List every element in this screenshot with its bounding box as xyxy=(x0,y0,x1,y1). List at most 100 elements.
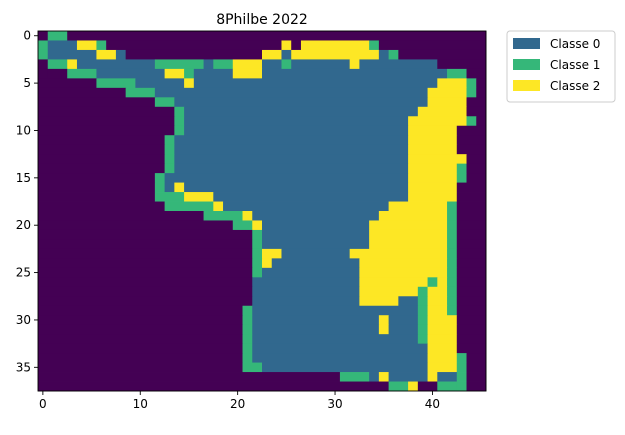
heatmap-cell-run xyxy=(96,40,107,51)
heatmap-cell-run xyxy=(456,381,467,392)
heatmap-cell-run xyxy=(252,258,263,269)
heatmap-cell-run xyxy=(125,49,263,60)
y-tick-label: 30 xyxy=(16,313,31,327)
heatmap-cell-run xyxy=(447,267,458,278)
heatmap-cell-run xyxy=(193,68,234,79)
heatmap-cell-run xyxy=(408,381,419,392)
chart-title: 8Philbe 2022 xyxy=(216,12,308,28)
heatmap-cell-run xyxy=(447,296,458,307)
heatmap-cell-run xyxy=(466,353,487,363)
heatmap-cell-run xyxy=(38,305,243,316)
heatmap-cell-run xyxy=(447,211,458,221)
heatmap-cell-run xyxy=(427,296,448,307)
y-tick-label: 15 xyxy=(16,171,31,185)
heatmap-cell-run xyxy=(466,97,487,108)
heatmap-cell-run xyxy=(67,31,487,41)
heatmap-cell-run xyxy=(262,362,428,373)
heatmap-cell-run xyxy=(252,324,380,335)
heatmap-cell-run xyxy=(154,192,185,202)
heatmap-cell-run xyxy=(174,144,409,155)
y-tick-label: 5 xyxy=(23,76,31,90)
heatmap-cell-run xyxy=(388,315,419,326)
heatmap-cell-run xyxy=(193,78,438,89)
heatmap-cell-run xyxy=(38,267,253,278)
heatmap-cell-run xyxy=(184,116,409,127)
x-tick-label: 40 xyxy=(425,397,440,411)
heatmap-cell-run xyxy=(67,59,78,70)
heatmap-cell-run xyxy=(388,381,409,392)
heatmap-cell-run xyxy=(359,277,428,288)
heatmap-cell-run xyxy=(408,144,458,155)
heatmap-cell-run xyxy=(252,334,419,345)
heatmap-cell-run xyxy=(339,372,370,382)
heatmap-cell-run xyxy=(164,201,214,212)
legend-label: Classe 2 xyxy=(550,79,600,93)
heatmap-cell-run xyxy=(369,40,380,51)
heatmap-cell-run xyxy=(466,78,477,89)
heatmap-cell-run xyxy=(242,334,253,345)
heatmap-cell-run xyxy=(184,192,214,202)
heatmap-cell-run xyxy=(213,59,234,70)
heatmap-cell-run xyxy=(447,277,458,288)
heatmap-cell-run xyxy=(447,286,458,297)
heatmap-cell-run xyxy=(38,116,175,127)
heatmap-cell-run xyxy=(38,296,253,307)
heatmap-cell-run xyxy=(447,201,458,212)
heatmap-cell-run xyxy=(417,305,428,316)
legend-swatch xyxy=(513,59,540,70)
heatmap-cell-run xyxy=(47,59,68,70)
heatmap-cell-run xyxy=(456,277,487,288)
heatmap-cell-run xyxy=(96,78,136,89)
heatmap-cell-run xyxy=(252,343,428,354)
heatmap-cell-run xyxy=(38,239,253,250)
legend-label: Classe 0 xyxy=(550,37,600,51)
heatmap-cell-run xyxy=(47,68,68,79)
heatmap-cell-run xyxy=(456,362,467,373)
heatmap-cell-run xyxy=(203,59,214,70)
heatmap-cell-run xyxy=(398,296,419,307)
heatmap-cell-run xyxy=(408,173,458,183)
heatmap-cell-run xyxy=(174,97,428,108)
heatmap-cell-run xyxy=(456,286,487,297)
x-tick-label: 10 xyxy=(133,397,148,411)
heatmap-cell-run xyxy=(456,182,487,193)
heatmap-cell-run xyxy=(174,106,185,117)
heatmap-cell-run xyxy=(417,296,428,307)
heatmap-cell-run xyxy=(427,343,458,354)
heatmap-cell-run xyxy=(447,229,458,240)
heatmap-cell-run xyxy=(262,59,282,70)
heatmap-cell-run xyxy=(38,40,49,51)
heatmap-cell-run xyxy=(466,163,487,174)
y-tick-label: 10 xyxy=(16,123,31,137)
heatmap-cell-run xyxy=(38,372,341,382)
heatmap-cell-run xyxy=(378,49,390,60)
heatmap-cell-run xyxy=(242,211,253,221)
heatmap-cell-run xyxy=(466,173,487,183)
heatmap-cell-run xyxy=(174,116,185,127)
heatmap-cell-run xyxy=(456,343,487,354)
heatmap-cell-run xyxy=(154,97,175,108)
heatmap-cell-run xyxy=(38,31,49,41)
heatmap-cell-run xyxy=(154,173,166,183)
heatmap-cell-run xyxy=(417,324,428,335)
heatmap-cell-run xyxy=(466,116,477,127)
heatmap-cell-run xyxy=(456,372,467,382)
heatmap-cell-run xyxy=(164,68,185,79)
heatmap-cell-run xyxy=(252,296,360,307)
heatmap-cell-run xyxy=(106,40,282,51)
heatmap-cell-run xyxy=(252,286,360,297)
legend-swatch xyxy=(513,80,540,91)
heatmap-cell-run xyxy=(184,182,409,193)
heatmap-cell-run xyxy=(252,239,263,250)
heatmap-cell-run xyxy=(135,78,185,89)
heatmap-cell-run xyxy=(164,163,175,174)
y-tick-label: 25 xyxy=(16,266,31,280)
heatmap-cell-run xyxy=(456,315,487,326)
heatmap-cell-run xyxy=(349,248,448,259)
heatmap-cell-run xyxy=(447,258,458,269)
heatmap-cell-run xyxy=(67,68,97,79)
heatmap-cell-run xyxy=(213,192,409,202)
heatmap-cell-run xyxy=(456,211,487,221)
heatmap-cell-run xyxy=(369,372,380,382)
